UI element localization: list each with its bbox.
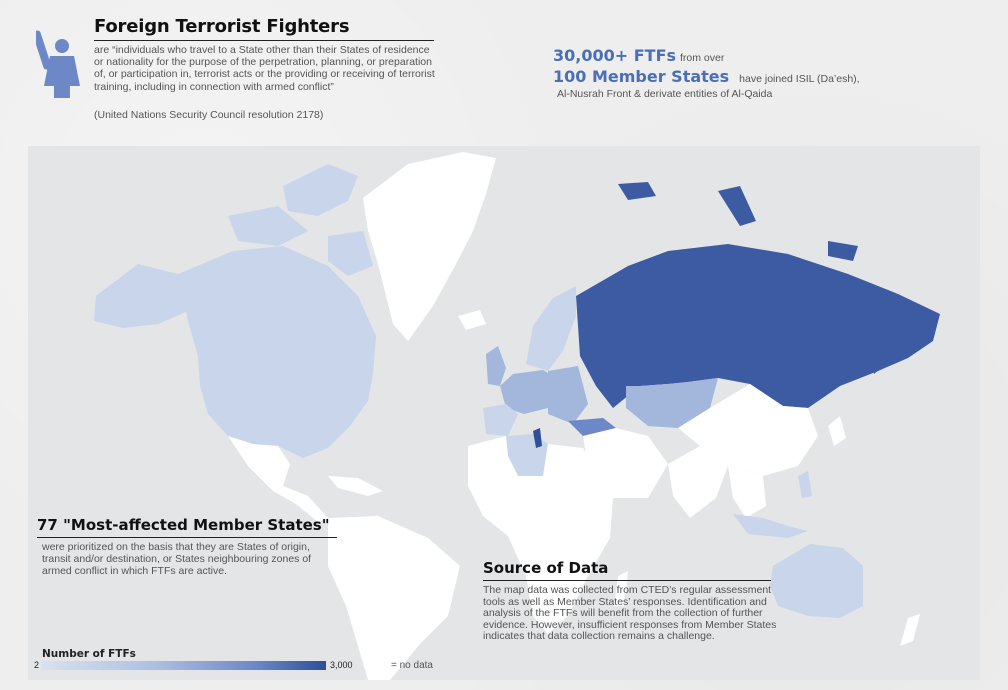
source-of-data-divider <box>483 580 771 581</box>
region-mexico-central-america[interactable] <box>228 436 328 522</box>
region-greenland[interactable] <box>363 152 496 341</box>
region-philippines[interactable] <box>798 471 812 498</box>
region-south-asia[interactable] <box>668 446 728 518</box>
legend-color-scale <box>42 661 326 670</box>
region-scandinavia[interactable] <box>526 286 576 371</box>
legend-title: Number of FTFs <box>42 648 136 660</box>
region-uk-ireland[interactable] <box>486 346 506 386</box>
region-iberia[interactable] <box>483 404 518 436</box>
from-over-text: from over <box>680 52 725 64</box>
world-map-panel <box>28 146 980 680</box>
resolution-note: (United Nations Security Council resolut… <box>94 109 324 121</box>
region-central-asia[interactable] <box>626 378 718 428</box>
region-east-asia[interactable] <box>678 384 818 476</box>
member-states-count: 100 Member States <box>553 67 730 86</box>
no-data-swatch <box>372 657 387 672</box>
region-new-zealand[interactable] <box>900 614 920 646</box>
ftf-count: 30,000+ FTFs <box>553 46 677 65</box>
region-canada[interactable] <box>178 246 376 382</box>
region-western-europe[interactable] <box>500 370 556 414</box>
region-turkey[interactable] <box>568 418 616 436</box>
world-map <box>94 152 940 680</box>
most-affected-divider <box>37 537 337 538</box>
region-eastern-europe[interactable] <box>548 366 588 424</box>
region-south-america[interactable] <box>328 516 460 680</box>
page-title: Foreign Terrorist Fighters <box>94 16 350 37</box>
ftf-definition: are “individuals who travel to a State o… <box>94 44 435 93</box>
most-affected-title: 77 "Most-affected Member States" <box>37 516 330 534</box>
region-kamchatka[interactable] <box>868 336 886 374</box>
source-of-data-title: Source of Data <box>483 559 609 577</box>
region-middle-east[interactable] <box>583 428 668 498</box>
source-of-data-body: The map data was collected from CTED’s r… <box>483 584 777 643</box>
legend-min-label: 2 <box>34 660 40 670</box>
region-russia-arctic[interactable] <box>618 182 858 261</box>
region-canadian-arctic[interactable] <box>228 164 373 276</box>
region-alaska[interactable] <box>94 264 188 328</box>
region-tunisia[interactable] <box>533 428 542 448</box>
fighter-with-launcher-icon <box>36 30 80 98</box>
title-divider <box>94 40 434 41</box>
region-southeast-asia[interactable] <box>728 466 766 518</box>
region-japan[interactable] <box>828 416 846 446</box>
most-affected-body: were prioritized on the basis that they … <box>42 541 312 578</box>
joined-text: have joined ISIL (Da’esh), <box>739 73 860 85</box>
member-states-line: 100 Member States have joined ISIL (Da’es… <box>553 67 860 87</box>
legend-max-label: 3,000 <box>330 660 353 670</box>
no-data-label: = no data <box>391 660 433 671</box>
region-united-states[interactable] <box>198 356 373 458</box>
region-indonesia[interactable] <box>733 514 808 538</box>
region-africa[interactable] <box>468 436 613 634</box>
ftf-count-line: 30,000+ FTFs from over <box>553 46 724 66</box>
region-caribbean[interactable] <box>328 476 383 496</box>
region-australia[interactable] <box>770 544 863 618</box>
groups-text: Al-Nusrah Front & derivate entities of A… <box>557 88 773 100</box>
region-madagascar[interactable] <box>614 571 628 606</box>
region-russia[interactable] <box>576 244 940 408</box>
region-iceland[interactable] <box>458 310 486 330</box>
